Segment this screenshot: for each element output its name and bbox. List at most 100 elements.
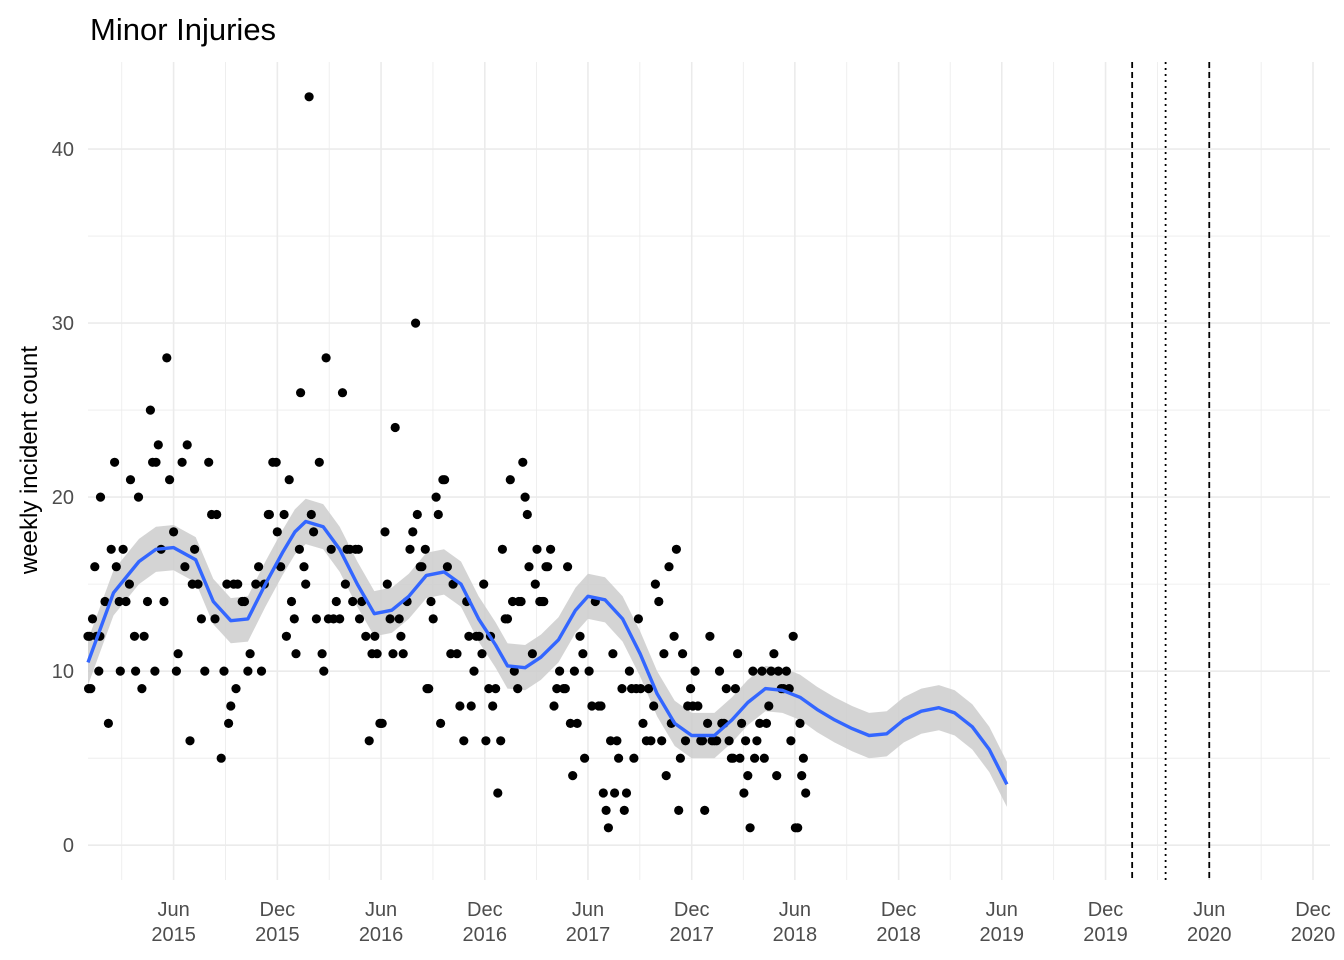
- data-point: [139, 631, 149, 641]
- data-point: [361, 631, 371, 641]
- data-point: [411, 318, 421, 328]
- data-point: [131, 666, 141, 676]
- x-tick-label-year: 2015: [151, 924, 196, 946]
- data-point: [433, 509, 443, 520]
- data-point: [314, 457, 324, 467]
- x-tick-label-month: Jun: [157, 899, 189, 921]
- y-tick-labels: 0 10 20 30 40: [52, 139, 74, 857]
- data-point: [580, 753, 590, 763]
- data-point: [755, 718, 765, 729]
- data-point: [496, 736, 506, 746]
- data-point: [372, 649, 382, 659]
- data-point: [739, 788, 749, 798]
- data-point: [111, 562, 121, 572]
- y-tick-label: 20: [52, 487, 74, 509]
- data-point: [505, 475, 515, 485]
- data-point: [572, 718, 582, 729]
- data-point: [125, 475, 136, 485]
- data-point: [354, 614, 365, 624]
- data-point: [714, 666, 725, 676]
- data-point: [173, 649, 183, 659]
- data-point: [606, 736, 616, 746]
- x-tick-label-month: Jun: [779, 899, 811, 921]
- data-point: [477, 649, 487, 659]
- data-point: [560, 684, 570, 694]
- data-point: [518, 457, 528, 467]
- data-point: [185, 736, 195, 746]
- data-point: [614, 753, 624, 763]
- data-point: [353, 544, 363, 554]
- data-point: [481, 736, 491, 746]
- data-point: [204, 457, 214, 467]
- data-point: [382, 579, 392, 589]
- data-point: [638, 718, 648, 729]
- data-point: [584, 666, 594, 676]
- chart-title: Minor Injuries: [90, 12, 277, 47]
- data-point: [466, 701, 476, 711]
- data-point: [598, 788, 608, 798]
- data-point: [190, 544, 200, 554]
- data-point: [87, 614, 98, 624]
- data-point: [452, 649, 462, 659]
- data-point: [417, 562, 427, 572]
- data-point: [396, 631, 406, 641]
- x-tick-label-month: Dec: [881, 899, 917, 921]
- data-point: [436, 718, 446, 729]
- data-point: [516, 596, 526, 607]
- data-point: [569, 666, 580, 676]
- data-point: [326, 544, 336, 554]
- data-point: [675, 753, 686, 763]
- data-point: [539, 596, 549, 607]
- data-point: [216, 753, 226, 763]
- data-point: [649, 701, 659, 711]
- data-points: [83, 92, 811, 833]
- data-point: [527, 649, 538, 659]
- data-point: [124, 579, 134, 589]
- data-point: [294, 544, 304, 554]
- data-point: [110, 457, 120, 467]
- data-point: [741, 736, 751, 746]
- data-point: [750, 753, 760, 763]
- data-point: [212, 509, 222, 520]
- data-point: [165, 475, 175, 485]
- data-point: [94, 666, 104, 676]
- data-point: [484, 684, 494, 694]
- data-point: [671, 544, 682, 554]
- data-point: [555, 666, 565, 676]
- data-point: [398, 649, 408, 659]
- smooth-line: [86, 519, 1009, 786]
- data-point: [603, 823, 614, 833]
- x-tick-label-year: 2019: [980, 924, 1025, 946]
- data-point: [563, 562, 573, 572]
- y-tick-label: 30: [52, 313, 74, 335]
- data-point: [752, 736, 762, 746]
- data-point: [624, 666, 635, 676]
- data-point: [309, 527, 319, 537]
- data-point: [798, 753, 809, 763]
- data-point: [680, 736, 691, 746]
- data-point: [145, 405, 155, 415]
- data-point: [759, 753, 769, 763]
- smooth-trend-line: [86, 519, 1009, 786]
- data-point: [442, 562, 452, 572]
- data-point: [730, 684, 741, 694]
- data-point: [196, 614, 206, 624]
- data-point: [513, 684, 523, 694]
- data-point: [424, 684, 434, 694]
- data-point: [426, 596, 436, 607]
- data-point: [793, 823, 803, 833]
- data-point: [177, 457, 187, 467]
- data-point: [795, 718, 805, 729]
- data-point: [733, 649, 743, 659]
- data-point: [678, 649, 688, 659]
- data-point: [412, 509, 422, 520]
- x-tick-label-year: 2019: [1083, 924, 1128, 946]
- data-point: [491, 684, 501, 694]
- x-tick-label-year: 2020: [1291, 924, 1336, 946]
- data-point: [231, 684, 241, 694]
- data-point: [86, 684, 96, 694]
- data-point: [617, 684, 627, 694]
- data-point: [299, 562, 309, 572]
- data-point: [659, 649, 669, 659]
